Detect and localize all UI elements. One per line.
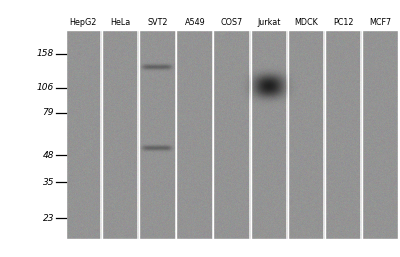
Text: A549: A549 bbox=[184, 18, 205, 27]
Text: HeLa: HeLa bbox=[110, 18, 131, 27]
Text: 106: 106 bbox=[37, 83, 54, 92]
Text: 79: 79 bbox=[42, 108, 54, 117]
Text: SVT2: SVT2 bbox=[148, 18, 168, 27]
Text: 23: 23 bbox=[42, 214, 54, 223]
Text: 35: 35 bbox=[42, 178, 54, 187]
Text: 48: 48 bbox=[42, 151, 54, 160]
Text: PC12: PC12 bbox=[333, 18, 354, 27]
Text: HepG2: HepG2 bbox=[70, 18, 97, 27]
Text: MDCK: MDCK bbox=[294, 18, 318, 27]
Text: COS7: COS7 bbox=[221, 18, 243, 27]
Text: 158: 158 bbox=[37, 49, 54, 58]
Text: MCF7: MCF7 bbox=[370, 18, 392, 27]
Text: Jurkat: Jurkat bbox=[258, 18, 281, 27]
